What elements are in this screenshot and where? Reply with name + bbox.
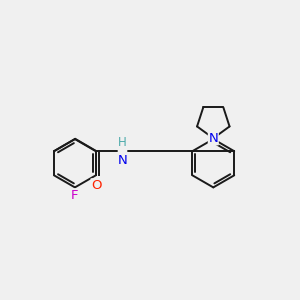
Text: H: H [118, 136, 127, 149]
Text: N: N [208, 132, 218, 145]
Text: N: N [117, 154, 127, 166]
Text: F: F [71, 189, 79, 202]
Text: O: O [91, 179, 102, 192]
